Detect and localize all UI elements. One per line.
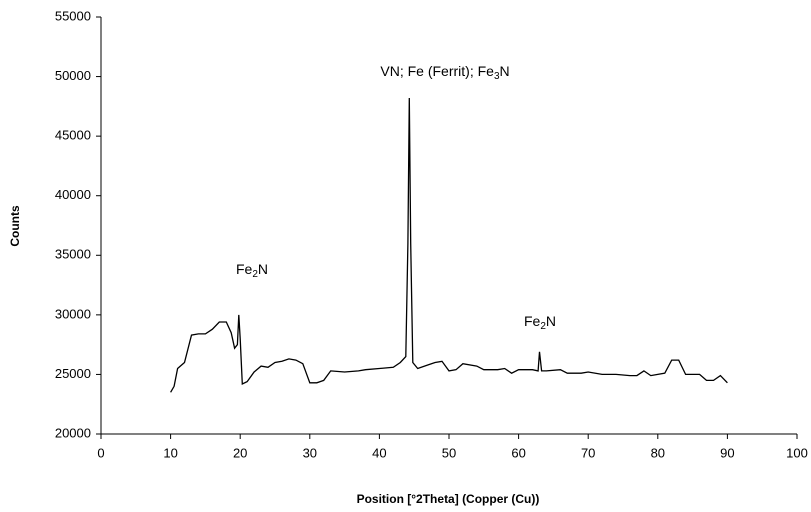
x-tick-label: 70	[581, 445, 595, 460]
annotation-part: 2	[252, 269, 258, 280]
annotation-part: N	[258, 261, 268, 277]
y-tick-label: 55000	[55, 8, 91, 23]
y-tick-label: 50000	[55, 68, 91, 83]
annotation-part: VN; Fe (Ferrit); Fe	[380, 63, 494, 79]
y-tick-label: 45000	[55, 128, 91, 143]
x-tick-label: 30	[303, 445, 317, 460]
annotation: Fe2N	[236, 261, 268, 280]
y-tick-label: 35000	[55, 247, 91, 262]
x-tick-label: 90	[720, 445, 734, 460]
x-tick-label: 100	[786, 445, 808, 460]
x-tick-label: 80	[651, 445, 665, 460]
x-tick-label: 60	[511, 445, 525, 460]
annotation-part: N	[546, 313, 556, 329]
x-tick-label: 0	[97, 445, 104, 460]
annotation-part: Fe	[236, 261, 253, 277]
annotation: Fe2N	[524, 313, 556, 332]
x-axis-title: Position [°2Theta] (Copper (Cu))	[357, 492, 540, 506]
annotation-part: 2	[540, 321, 546, 332]
x-tick-label: 10	[163, 445, 177, 460]
annotation-part: 3	[494, 71, 500, 82]
x-tick-label: 20	[233, 445, 247, 460]
y-tick-label: 20000	[55, 425, 91, 440]
annotation-part: Fe	[524, 313, 541, 329]
y-axis-title: Counts	[8, 205, 22, 247]
y-tick-label: 25000	[55, 366, 91, 381]
annotation-part: N	[500, 63, 510, 79]
y-tick-label: 30000	[55, 306, 91, 321]
x-tick-label: 40	[372, 445, 386, 460]
y-tick-label: 40000	[55, 187, 91, 202]
annotation: VN; Fe (Ferrit); Fe3N	[380, 63, 509, 82]
data-line	[170, 97, 728, 393]
x-tick-label: 50	[442, 445, 456, 460]
